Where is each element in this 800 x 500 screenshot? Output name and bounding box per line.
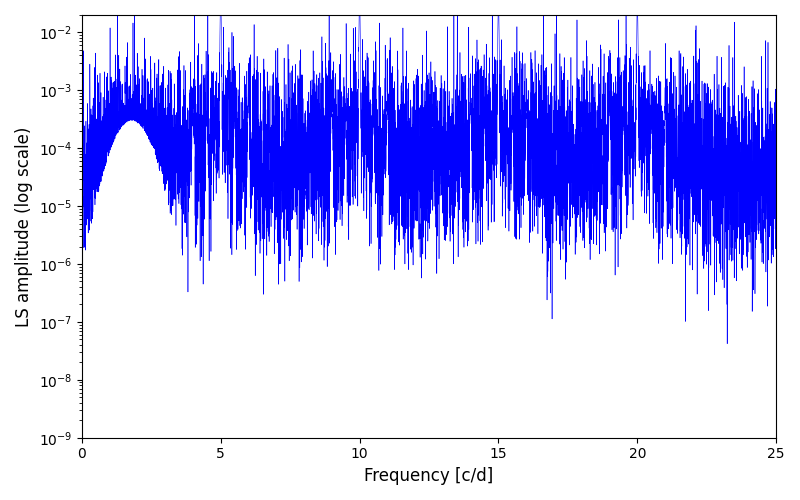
X-axis label: Frequency [c/d]: Frequency [c/d] — [364, 467, 494, 485]
Y-axis label: LS amplitude (log scale): LS amplitude (log scale) — [15, 126, 33, 326]
